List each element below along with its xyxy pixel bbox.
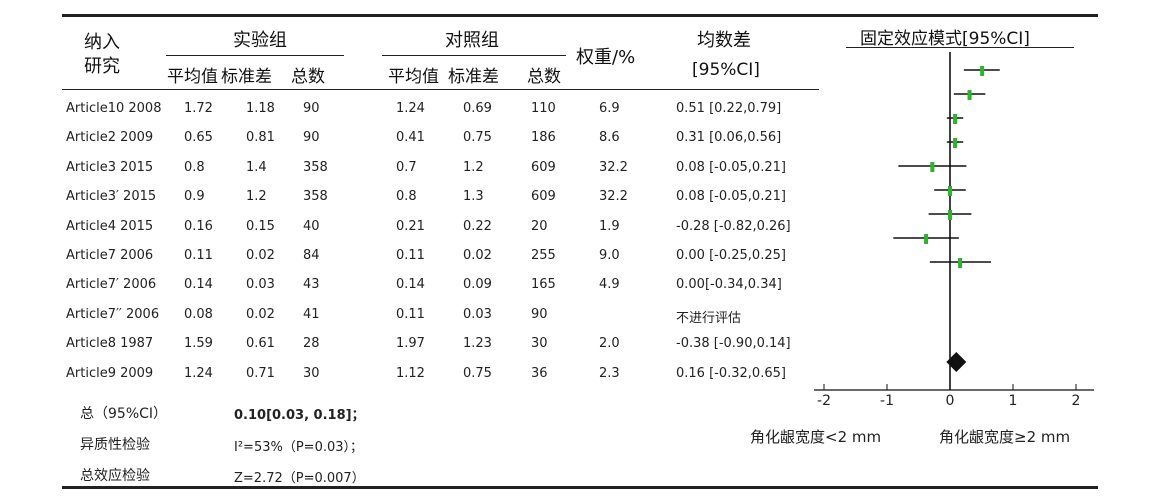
x-tick-label: -2 (817, 393, 831, 409)
study-point-marker (948, 210, 952, 220)
x-tick-label: 1 (1009, 393, 1018, 409)
study-point-marker (958, 258, 962, 268)
x-tick-label: -1 (880, 393, 894, 409)
study-point-marker (953, 138, 957, 148)
left-favor-label: 角化龈宽度<2 mm (750, 426, 881, 447)
study-point-marker (924, 234, 928, 244)
x-tick-label: 0 (946, 393, 955, 409)
study-point-marker (980, 66, 984, 76)
study-point-marker (948, 186, 952, 196)
x-tick-label: 2 (1072, 393, 1081, 409)
study-point-marker (930, 162, 934, 172)
study-point-marker (953, 114, 957, 124)
study-point-marker (968, 90, 972, 100)
right-favor-label: 角化龈宽度≥2 mm (939, 426, 1070, 447)
